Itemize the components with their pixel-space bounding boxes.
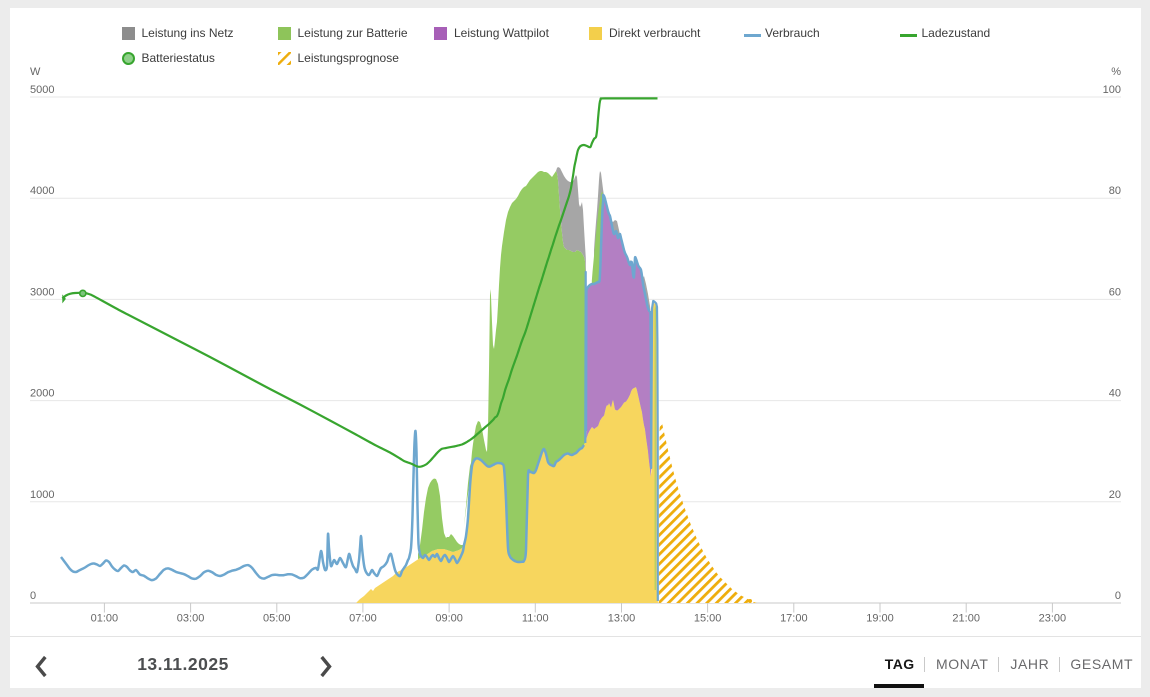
svg-text:13:00: 13:00 bbox=[608, 613, 636, 625]
svg-text:23:00: 23:00 bbox=[1039, 613, 1067, 625]
svg-text:0: 0 bbox=[30, 590, 36, 602]
svg-text:60: 60 bbox=[1109, 286, 1121, 298]
svg-text:19:00: 19:00 bbox=[866, 613, 894, 625]
svg-text:20: 20 bbox=[1109, 489, 1121, 501]
svg-text:3000: 3000 bbox=[30, 286, 54, 298]
svg-text:W: W bbox=[30, 66, 41, 78]
svg-text:5000: 5000 bbox=[30, 84, 54, 96]
svg-text:17:00: 17:00 bbox=[780, 613, 808, 625]
svg-text:11:00: 11:00 bbox=[522, 613, 549, 625]
svg-text:1000: 1000 bbox=[30, 489, 54, 501]
svg-text:03:00: 03:00 bbox=[177, 613, 205, 625]
svg-text:%: % bbox=[1111, 66, 1121, 78]
svg-text:01:00: 01:00 bbox=[91, 613, 119, 625]
svg-text:100: 100 bbox=[1103, 84, 1121, 96]
svg-text:05:00: 05:00 bbox=[263, 613, 291, 625]
svg-text:0: 0 bbox=[1115, 590, 1121, 602]
svg-text:4000: 4000 bbox=[30, 185, 54, 197]
svg-text:07:00: 07:00 bbox=[349, 613, 377, 625]
svg-text:21:00: 21:00 bbox=[952, 613, 980, 625]
svg-text:09:00: 09:00 bbox=[435, 613, 463, 625]
svg-text:40: 40 bbox=[1109, 388, 1121, 400]
svg-text:2000: 2000 bbox=[30, 388, 54, 400]
svg-text:15:00: 15:00 bbox=[694, 613, 722, 625]
svg-text:80: 80 bbox=[1109, 185, 1121, 197]
